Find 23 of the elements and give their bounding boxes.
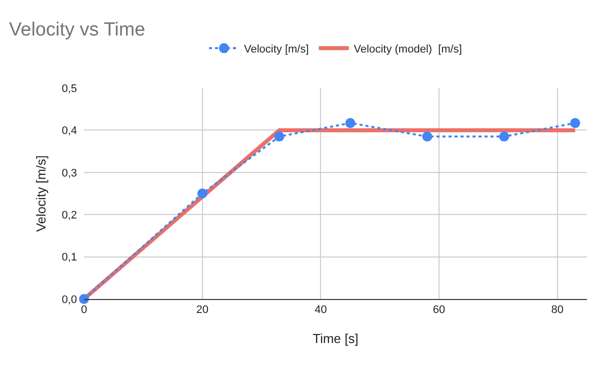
y-tick-label: 0,1 bbox=[62, 252, 77, 264]
legend-label: Velocity [m/s] bbox=[244, 43, 309, 56]
x-tick-label: 60 bbox=[432, 304, 446, 316]
y-tick-label: 0,3 bbox=[62, 167, 77, 180]
chart-title: Velocity vs Time bbox=[9, 20, 146, 41]
point bbox=[79, 294, 89, 304]
y-tick-label: 0,0 bbox=[62, 294, 77, 306]
x-axis-title: Time [s] bbox=[312, 330, 358, 346]
x-tick-label: 80 bbox=[551, 304, 564, 316]
x-tick-label: 0 bbox=[80, 304, 88, 316]
y-axis-title: Velocity [m/s] bbox=[34, 155, 49, 232]
point bbox=[197, 188, 208, 198]
point bbox=[499, 132, 510, 142]
y-tick-label: 0,4 bbox=[62, 125, 77, 138]
y-tick-label: 0,5 bbox=[62, 82, 77, 95]
point bbox=[570, 118, 580, 128]
x-tick-label: 20 bbox=[196, 304, 208, 316]
y-tick-label: 0,2 bbox=[62, 209, 77, 222]
legend-label: Velocity (model) [m/s] bbox=[354, 43, 462, 56]
x-tick-label: 40 bbox=[314, 304, 327, 316]
point bbox=[345, 118, 356, 128]
point bbox=[274, 132, 284, 142]
point bbox=[422, 132, 432, 142]
